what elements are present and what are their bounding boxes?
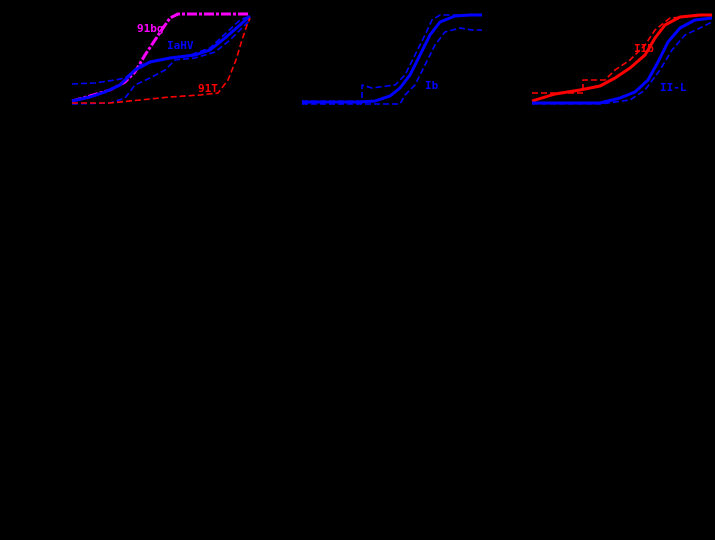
series-ib-upper bbox=[302, 14, 482, 102]
series-iahv-upper bbox=[71, 15, 251, 85]
series-iib-band bbox=[532, 14, 713, 94]
curve-label-91bg: 91bg bbox=[137, 22, 164, 35]
curve-label-ib: Ib bbox=[425, 79, 439, 92]
curve-label-iib: IIb bbox=[634, 42, 654, 55]
series-ii-l bbox=[532, 16, 713, 105]
series-iahv-lower bbox=[71, 19, 251, 105]
series-91t bbox=[72, 17, 251, 104]
series-ib bbox=[302, 13, 482, 104]
panel-middle: Ib bbox=[302, 13, 482, 105]
panel-right: IIb II-L bbox=[531, 13, 713, 105]
curve-label-ii-l: II-L bbox=[660, 81, 687, 94]
series-ib-lower bbox=[302, 27, 482, 105]
curve-label-iahv: IaHV bbox=[167, 39, 194, 52]
curve-label-91t: 91T bbox=[198, 82, 218, 95]
